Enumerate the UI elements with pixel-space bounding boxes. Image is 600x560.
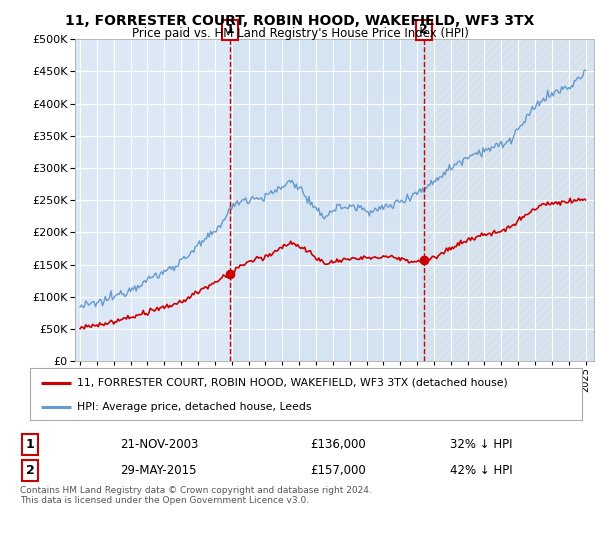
Text: 11, FORRESTER COURT, ROBIN HOOD, WAKEFIELD, WF3 3TX (detached house): 11, FORRESTER COURT, ROBIN HOOD, WAKEFIE… bbox=[77, 378, 508, 388]
Text: 11, FORRESTER COURT, ROBIN HOOD, WAKEFIELD, WF3 3TX: 11, FORRESTER COURT, ROBIN HOOD, WAKEFIE… bbox=[65, 14, 535, 28]
Text: 2: 2 bbox=[26, 464, 34, 477]
Bar bbox=[424, 39, 594, 361]
Text: 21-NOV-2003: 21-NOV-2003 bbox=[120, 438, 199, 451]
Text: Contains HM Land Registry data © Crown copyright and database right 2024.
This d: Contains HM Land Registry data © Crown c… bbox=[20, 486, 372, 505]
Text: 42% ↓ HPI: 42% ↓ HPI bbox=[450, 464, 512, 477]
Bar bbox=[230, 39, 424, 361]
Text: 2: 2 bbox=[419, 24, 428, 36]
Text: 1: 1 bbox=[26, 438, 34, 451]
Text: 29-MAY-2015: 29-MAY-2015 bbox=[120, 464, 197, 477]
Text: 32% ↓ HPI: 32% ↓ HPI bbox=[450, 438, 512, 451]
Text: Price paid vs. HM Land Registry's House Price Index (HPI): Price paid vs. HM Land Registry's House … bbox=[131, 27, 469, 40]
Text: £136,000: £136,000 bbox=[310, 438, 366, 451]
Text: £157,000: £157,000 bbox=[310, 464, 366, 477]
Text: HPI: Average price, detached house, Leeds: HPI: Average price, detached house, Leed… bbox=[77, 402, 311, 412]
Text: 1: 1 bbox=[226, 24, 235, 36]
